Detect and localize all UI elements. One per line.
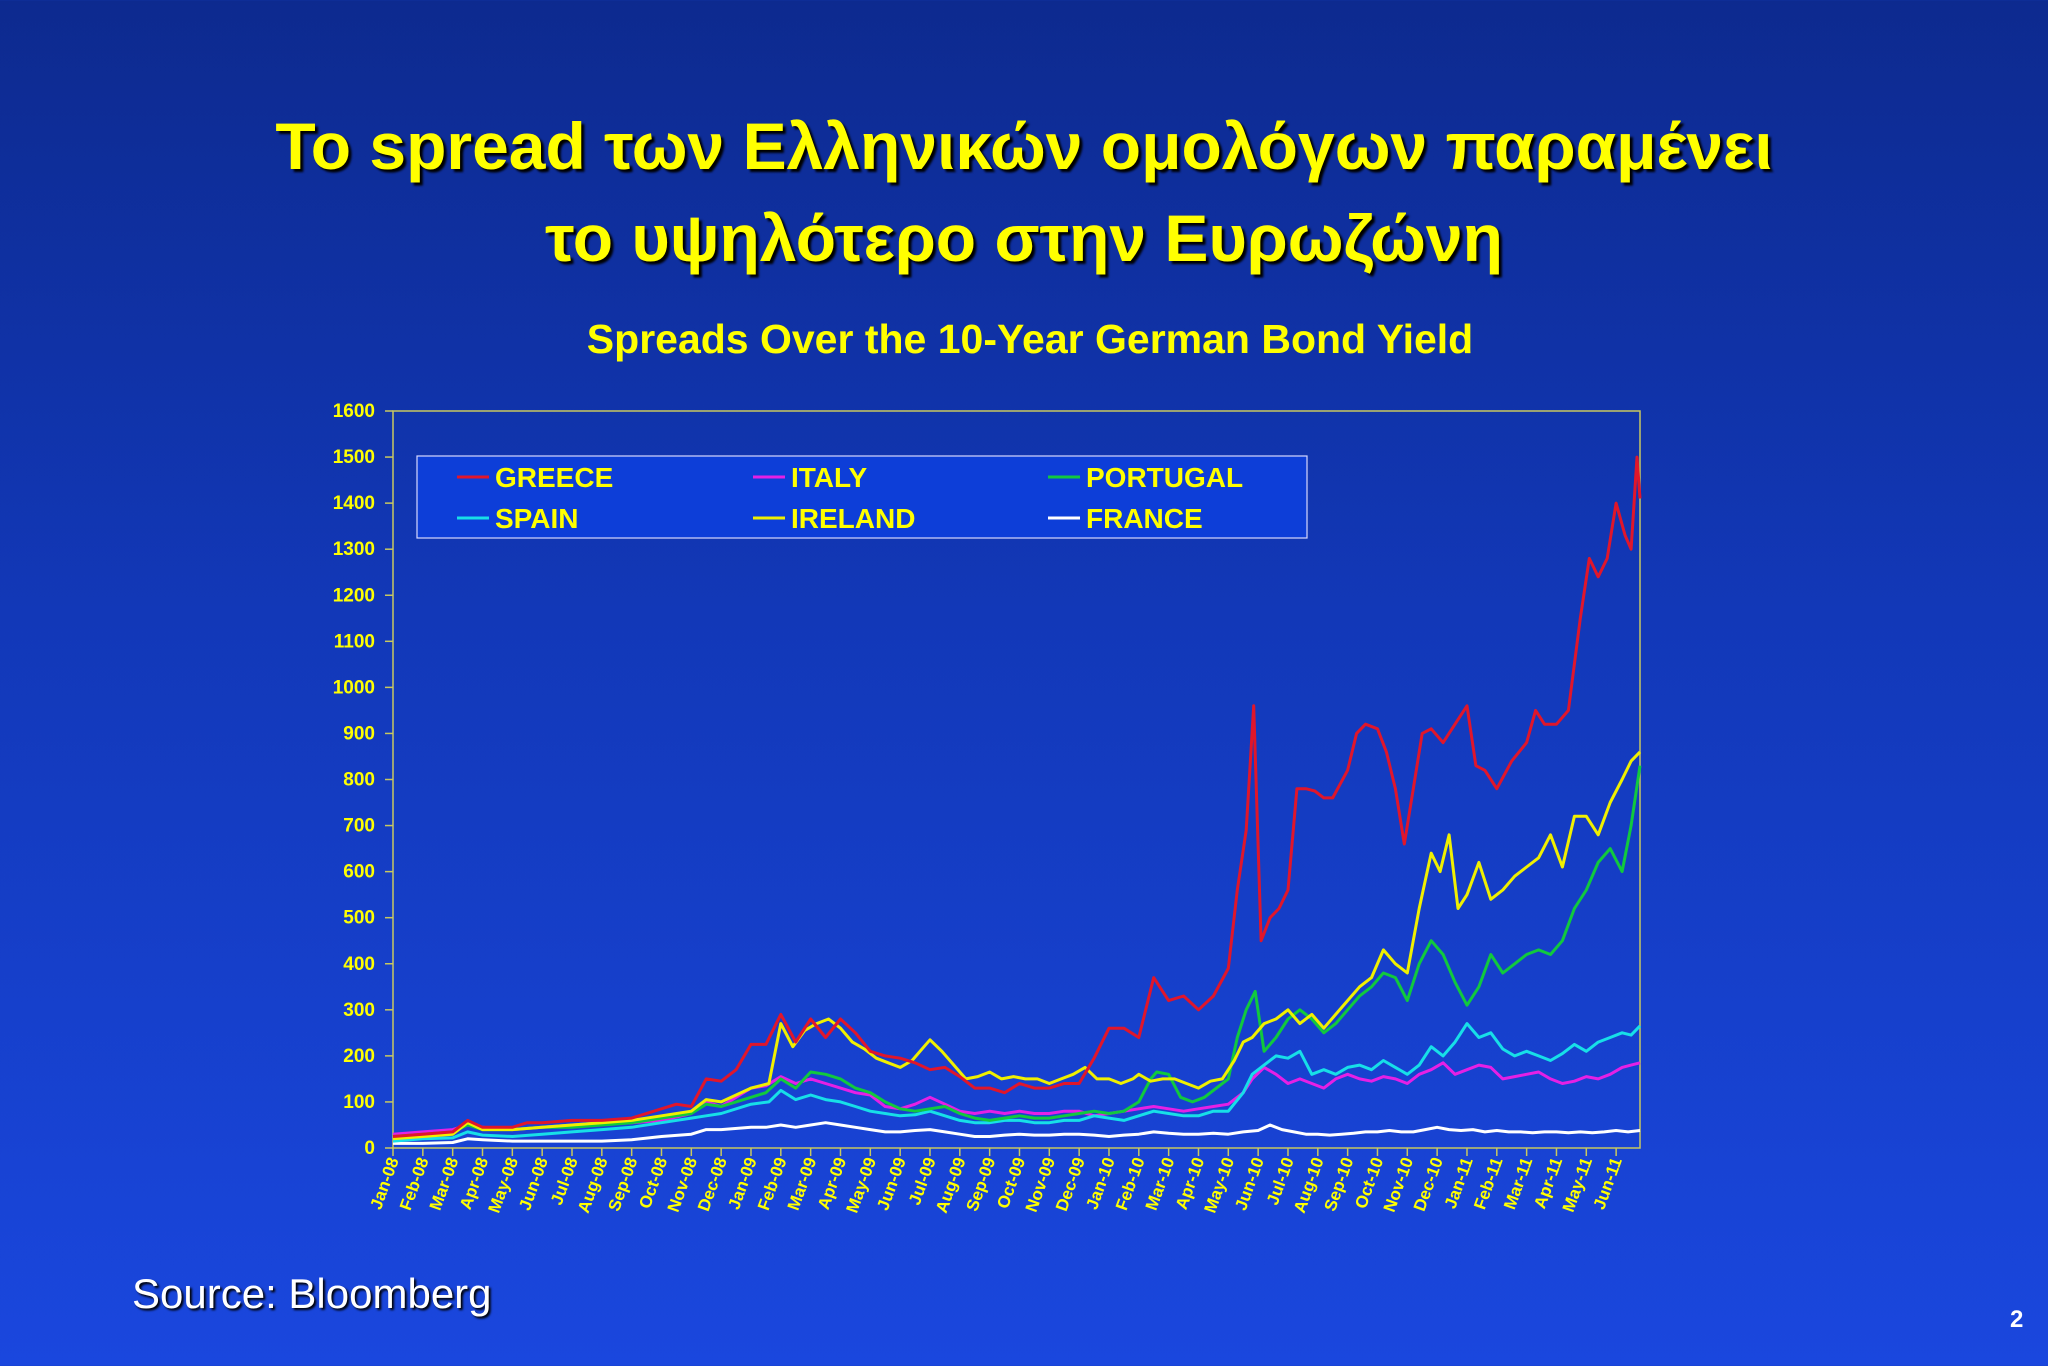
legend-box	[416, 455, 1308, 539]
y-tick-label: 1500	[333, 447, 375, 468]
source-note: Source: Bloomberg	[132, 1270, 492, 1317]
y-tick-label: 1000	[333, 677, 375, 698]
chart-title: Spreads Over the 10-Year German Bond Yie…	[586, 316, 1474, 362]
legend-label-portugal: PORTUGAL	[1086, 462, 1243, 493]
slide-title: Το spread των Ελληνικών ομολόγων παραμέν…	[0, 100, 2048, 284]
y-tick-label: 300	[343, 1000, 375, 1021]
y-tick-label: 100	[343, 1092, 375, 1113]
y-tick-label: 800	[343, 770, 375, 791]
legend: GREECE ITALY PORTUGAL SPAIN IRELAND FRANCE	[416, 455, 1308, 539]
series-line-france	[393, 1121, 1641, 1145]
y-tick-label: 1100	[334, 631, 375, 652]
y-tick-label: 500	[343, 908, 375, 929]
y-tick-label: 1200	[333, 585, 375, 606]
y-tick-label: 400	[343, 954, 375, 975]
y-tick-label: 1300	[333, 539, 375, 560]
legend-label-france: FRANCE	[1086, 503, 1203, 534]
y-tick-label: 1400	[333, 493, 375, 514]
y-axis: 0 100 200 300 400 500 600 700 800 900 1000 1100 1200…	[333, 401, 393, 1159]
series-line-portugal	[392, 765, 1642, 1138]
series-line-ireland	[392, 750, 1642, 1141]
y-tick-label: 700	[343, 816, 375, 837]
legend-label-italy: ITALY	[791, 462, 868, 493]
legend-label-greece: GREECE	[495, 462, 613, 493]
x-axis: Jan-08Feb-08Mar-08Apr-08May-08Jun-08Jul-…	[366, 1148, 1626, 1216]
slide-title-line-2: το υψηλότερο στην Ευρωζώνη	[545, 201, 1503, 275]
slide-title-line-1: Το spread των Ελληνικών ομολόγων παραμέν…	[275, 109, 1773, 183]
y-tick-label: 200	[343, 1046, 375, 1067]
y-tick-label: 900	[343, 723, 375, 744]
page-number: 2	[2010, 1306, 2024, 1333]
legend-label-spain: SPAIN	[495, 503, 579, 534]
y-tick-label: 1600	[333, 401, 375, 422]
y-tick-label: 0	[364, 1138, 375, 1159]
series-line-spain	[392, 1022, 1642, 1143]
series-line-greece	[392, 455, 1642, 1138]
y-tick-label: 600	[343, 862, 375, 883]
series-line-italy	[392, 1061, 1641, 1136]
series-layer	[392, 455, 1642, 1145]
legend-label-ireland: IRELAND	[791, 503, 915, 534]
